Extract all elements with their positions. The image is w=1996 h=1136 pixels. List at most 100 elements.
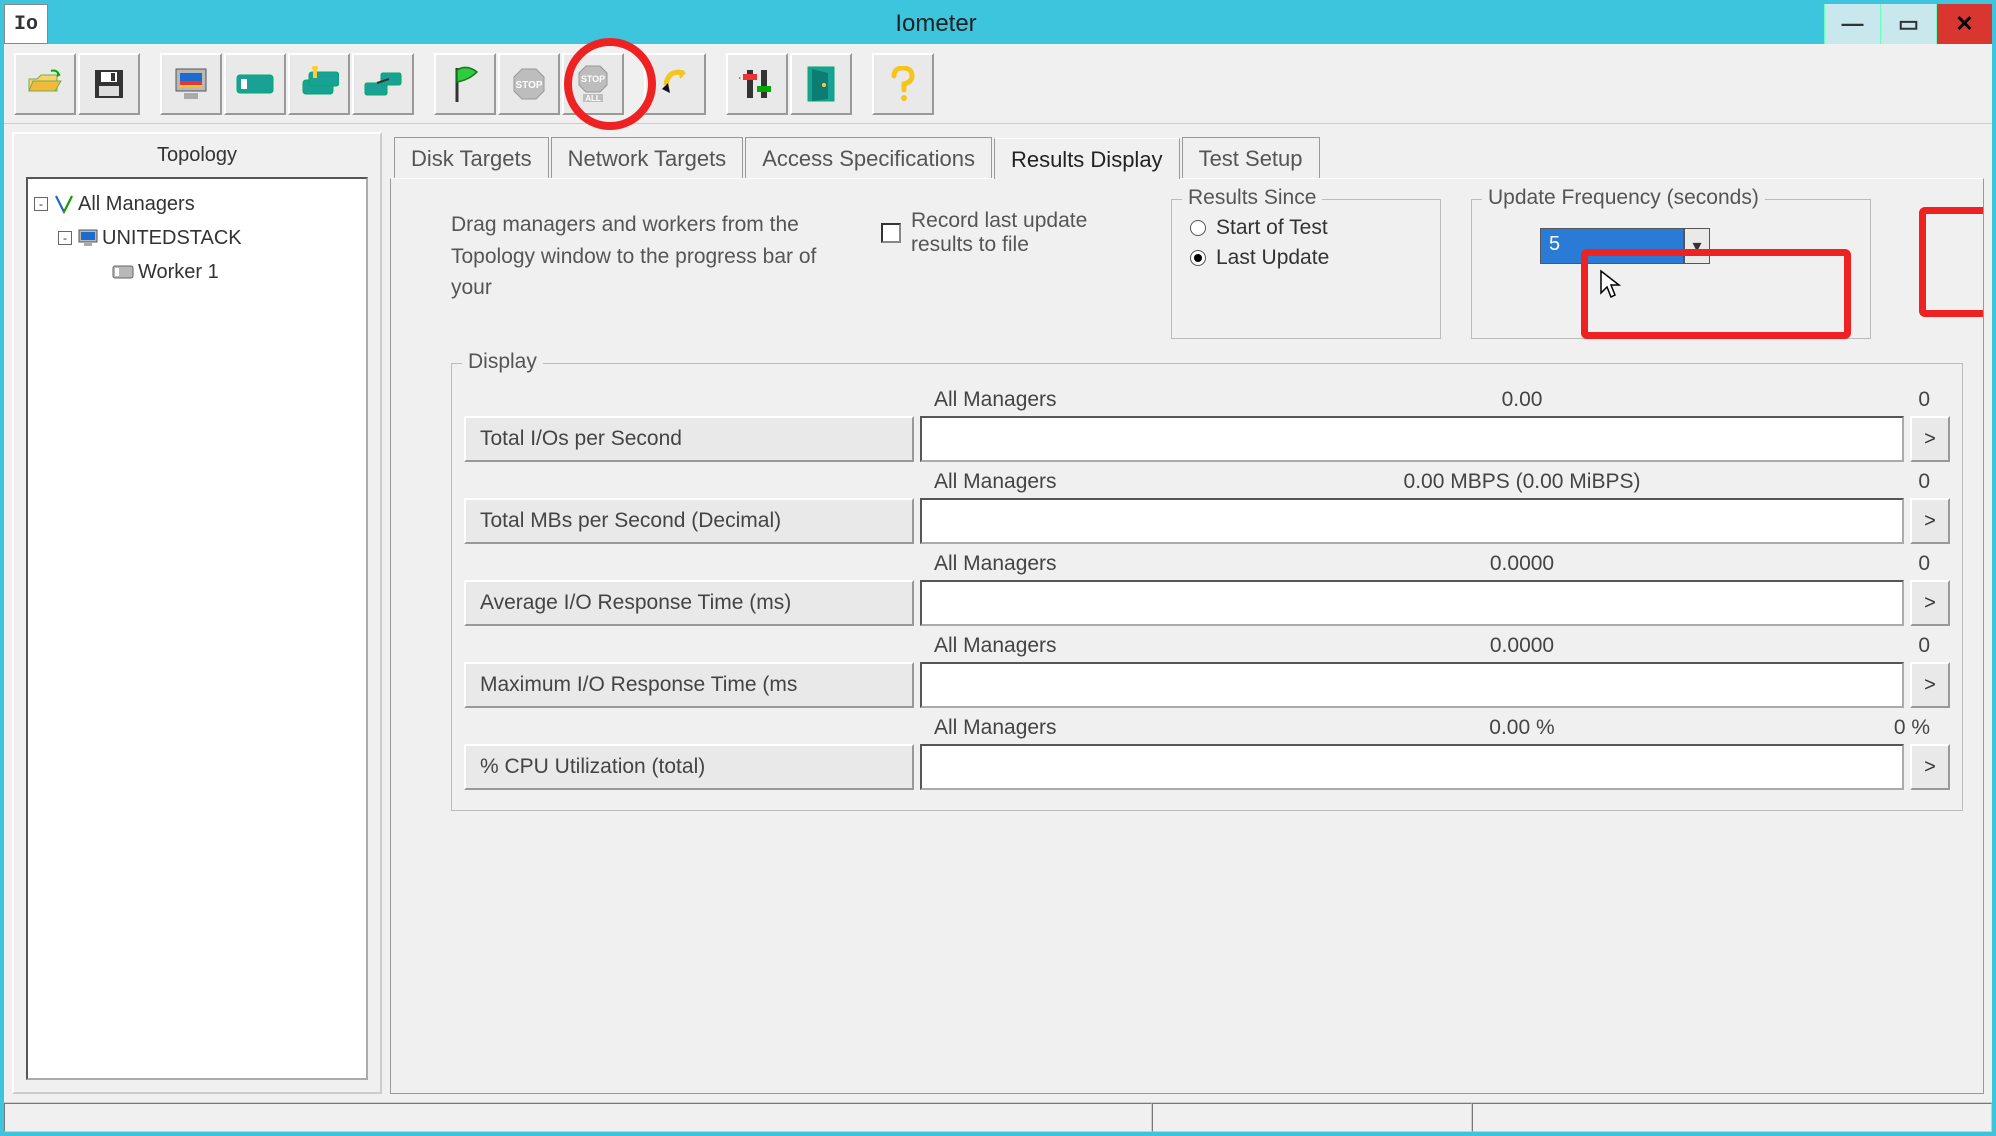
tree-manager-label: UNITEDSTACK [102, 221, 242, 255]
metric-progress-bar[interactable] [920, 416, 1904, 462]
tab-network-targets[interactable]: Network Targets [551, 137, 744, 178]
stop-all-icon: STOP ALL [575, 64, 611, 104]
metric-label-button[interactable]: Average I/O Response Time (ms) [464, 580, 914, 626]
tab-bar: Disk Targets Network Targets Access Spec… [390, 132, 1984, 178]
help-button[interactable] [872, 53, 934, 115]
metric-progress-bar[interactable] [920, 580, 1904, 626]
metric-expand-button[interactable]: > [1910, 580, 1950, 626]
tab-test-setup[interactable]: Test Setup [1182, 137, 1320, 178]
access-spec-button[interactable] [726, 53, 788, 115]
metric-expand-button[interactable]: > [1910, 744, 1950, 790]
tree-root-label: All Managers [78, 187, 195, 221]
metric-label-button[interactable]: Maximum I/O Response Time (ms [464, 662, 914, 708]
record-checkbox[interactable] [881, 223, 901, 243]
metric-right-value: 0 % [1810, 716, 1950, 740]
metric-manager: All Managers [934, 388, 1234, 412]
tab-disk-targets[interactable]: Disk Targets [394, 137, 549, 178]
new-worker-button[interactable] [224, 53, 286, 115]
new-manager-button[interactable] [160, 53, 222, 115]
metric-right-value: 0 [1810, 470, 1950, 494]
metric-value: 0.0000 [1234, 634, 1810, 658]
tab-results-display[interactable]: Results Display [994, 138, 1180, 179]
update-frequency-legend: Update Frequency (seconds) [1482, 186, 1765, 210]
net-worker-button[interactable] [352, 53, 414, 115]
maximize-button[interactable]: ▭ [1880, 4, 1936, 44]
metric-progress-bar[interactable] [920, 744, 1904, 790]
metric-expand-button[interactable]: > [1910, 498, 1950, 544]
instruction-text: Drag managers and workers from the Topol… [451, 199, 851, 304]
worker-disk-icon [112, 265, 134, 279]
radio-last-update[interactable]: Last Update [1190, 246, 1422, 270]
update-frequency-value: 5 [1540, 228, 1684, 264]
disk-stack-icon [299, 66, 339, 102]
metric-manager: All Managers [934, 716, 1234, 740]
svg-text:STOP: STOP [581, 74, 605, 84]
window-title: Iometer [48, 4, 1824, 44]
metric-value: 0.00 % [1234, 716, 1810, 740]
help-icon [890, 66, 916, 102]
update-frequency-group: Update Frequency (seconds) 5 ▾ [1471, 199, 1871, 339]
svg-text:ALL: ALL [585, 94, 601, 103]
door-icon [806, 65, 836, 103]
display-legend: Display [462, 350, 543, 374]
tree-manager[interactable]: - UNITEDSTACK [34, 221, 360, 255]
metric-right-value: 0 [1810, 388, 1950, 412]
radio-icon [1190, 250, 1206, 266]
metric-value: 0.00 [1234, 388, 1810, 412]
results-display-panel: Drag managers and workers from the Topol… [390, 178, 1984, 1094]
app-icon: Io [4, 4, 48, 44]
status-segment [4, 1103, 1152, 1132]
computer-icon [78, 229, 98, 247]
results-since-group: Results Since Start of Test Last Update [1171, 199, 1441, 339]
status-bar [4, 1102, 1992, 1132]
radio-start-label: Start of Test [1216, 216, 1328, 240]
update-frequency-dropdown[interactable]: 5 ▾ [1540, 228, 1710, 264]
managers-icon [54, 194, 74, 214]
disk-icon [235, 69, 275, 99]
tree-toggle-icon[interactable]: - [58, 231, 72, 245]
metric-label-button[interactable]: Total MBs per Second (Decimal) [464, 498, 914, 544]
topology-tree[interactable]: - All Managers - UNITEDSTACK Worker 1 [26, 177, 368, 1080]
open-button[interactable] [14, 53, 76, 115]
metric-manager: All Managers [934, 470, 1234, 494]
status-segment [1152, 1103, 1472, 1132]
radio-last-label: Last Update [1216, 246, 1329, 270]
tree-root[interactable]: - All Managers [34, 187, 360, 221]
radio-start-of-test[interactable]: Start of Test [1190, 216, 1422, 240]
duplicate-worker-button[interactable] [288, 53, 350, 115]
stop-all-button[interactable]: STOP ALL [562, 53, 624, 115]
metric-right-value: 0 [1810, 552, 1950, 576]
toolbar: STOP STOP ALL [4, 44, 1992, 124]
reset-icon [658, 67, 692, 101]
minimize-button[interactable]: — [1824, 4, 1880, 44]
dropdown-arrow-icon[interactable]: ▾ [1684, 228, 1710, 264]
svg-text:STOP: STOP [515, 80, 542, 91]
save-button[interactable] [78, 53, 140, 115]
metric-progress-bar[interactable] [920, 662, 1904, 708]
net-icon [363, 67, 403, 101]
tree-worker[interactable]: Worker 1 [34, 255, 360, 289]
radio-icon [1190, 220, 1206, 236]
tree-toggle-icon[interactable]: - [34, 197, 48, 211]
stop-icon: STOP [511, 66, 547, 102]
tab-access-specifications[interactable]: Access Specifications [745, 137, 992, 178]
topology-panel: Topology - All Managers - UNITEDSTACK Wo… [12, 132, 382, 1094]
metric-expand-button[interactable]: > [1910, 662, 1950, 708]
stop-test-button[interactable]: STOP [498, 53, 560, 115]
display-group: Display All Managers0.000Total I/Os per … [451, 363, 1963, 811]
metric-manager: All Managers [934, 552, 1234, 576]
close-button[interactable]: ✕ [1936, 4, 1992, 44]
metric-expand-button[interactable]: > [1910, 416, 1950, 462]
exit-button[interactable] [790, 53, 852, 115]
metric-value: 0.0000 [1234, 552, 1810, 576]
metric-progress-bar[interactable] [920, 498, 1904, 544]
save-icon [93, 68, 125, 100]
reset-button[interactable] [644, 53, 706, 115]
metric-label-button[interactable]: Total I/Os per Second [464, 416, 914, 462]
sliders-icon [739, 66, 775, 102]
tree-worker-label: Worker 1 [138, 255, 219, 289]
metric-label-button[interactable]: % CPU Utilization (total) [464, 744, 914, 790]
metric-value: 0.00 MBPS (0.00 MiBPS) [1234, 470, 1810, 494]
start-test-button[interactable] [434, 53, 496, 115]
record-label: Record last update results to file [911, 209, 1141, 257]
